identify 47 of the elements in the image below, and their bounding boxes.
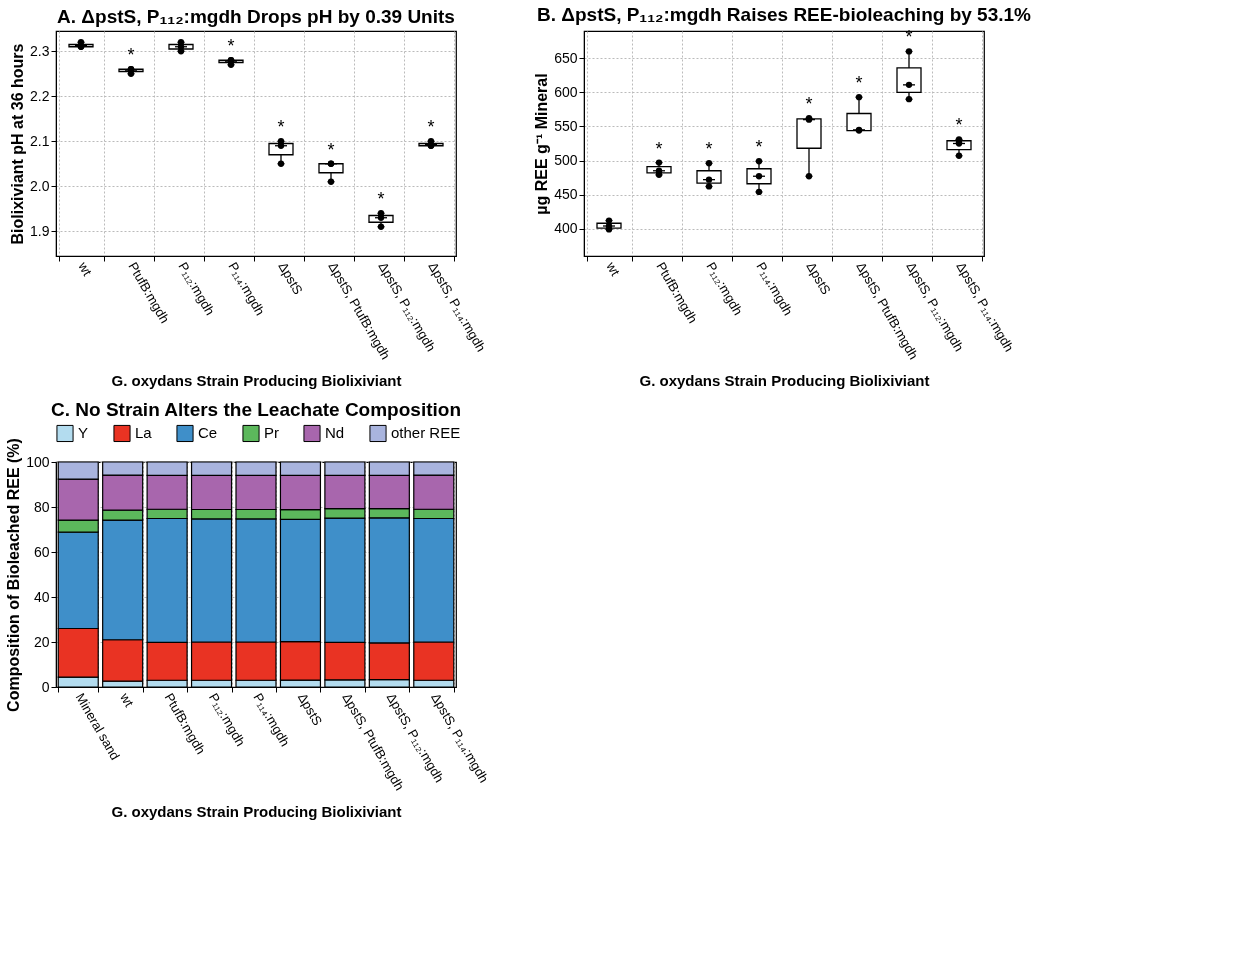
annotation: * [327,139,335,160]
y-tick-label: 550 [554,117,578,134]
annotation: * [855,73,863,94]
annotation: * [705,139,713,160]
y-tick-label: 2.3 [30,42,50,59]
annotation: * [227,36,235,57]
annotation: * [805,94,813,115]
y-tick-label: 100 [26,453,50,470]
y-axis-title: Biolixiviant pH at 36 hours [9,43,27,245]
x-axis-title: G. oxydans Strain Producing Biolixiviant [111,372,402,390]
y-tick-label: 1.9 [30,222,50,239]
chart-title: B. ΔpstS, P₁₁₂:mgdh Raises REE-bioleaching by 53.1% [537,4,1032,26]
y-tick-label: 60 [33,543,50,560]
y-tick-label: 500 [554,152,578,169]
legend-label: Y [78,424,89,442]
annotation: * [377,189,385,210]
annotation: * [427,117,435,138]
x-tick-label: wt [602,258,624,279]
annotation: * [127,45,135,66]
chart-title: C. No Strain Alters the Leachate Composition [51,399,461,420]
legend-label: Ce [198,424,218,442]
y-tick-label: 2.1 [30,132,50,149]
y-tick-label: 650 [554,49,578,66]
x-tick-label: wt [74,258,96,279]
y-axis-title: µg REE g⁻¹ Mineral [533,73,551,215]
y-tick-label: 0 [41,678,50,695]
chart-title: A. ΔpstS, P₁₁₂:mgdh Drops pH by 0.39 Units [57,6,455,27]
y-tick-label: 2.0 [30,177,50,194]
y-tick-label: 40 [33,588,50,605]
legend-label: Pr [264,424,279,442]
legend-label: Nd [325,424,345,442]
annotation: * [755,137,763,158]
y-tick-label: 20 [33,633,50,650]
y-tick-label: 2.2 [30,87,50,104]
x-axis-title: G. oxydans Strain Producing Biolixiviant [111,803,402,821]
y-tick-label: 80 [33,498,50,515]
legend-label: La [135,424,153,442]
annotation: * [955,115,963,136]
annotation: * [277,117,285,138]
legend-label: other REE [391,424,461,442]
y-axis-title: Composition of Bioleached REE (%) [5,438,23,712]
y-tick-label: 450 [554,186,578,203]
y-tick-label: 400 [554,220,578,237]
x-tick-label: wt [116,689,137,710]
y-tick-label: 600 [554,83,578,100]
x-axis-title: G. oxydans Strain Producing Biolixiviant [639,372,930,390]
annotation: * [655,138,663,159]
